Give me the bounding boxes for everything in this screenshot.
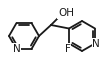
Text: N: N xyxy=(13,44,20,54)
Text: F: F xyxy=(65,44,71,54)
Text: N: N xyxy=(92,38,100,48)
Text: OH: OH xyxy=(58,8,74,18)
